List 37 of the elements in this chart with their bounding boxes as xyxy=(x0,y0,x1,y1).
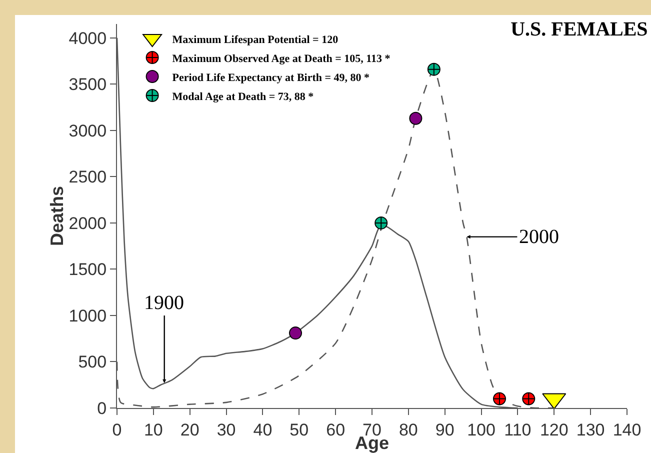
legend-label: Period Life Expectancy at Birth = 49, 80 * xyxy=(172,72,370,84)
y-tick-label: 2500 xyxy=(68,168,107,187)
point xyxy=(289,326,302,340)
x-tick-label: 130 xyxy=(576,420,605,440)
y-tick-label: 1500 xyxy=(68,260,107,280)
x-tick-label: 120 xyxy=(540,420,568,440)
y-tick-label: 3000 xyxy=(68,121,107,140)
point xyxy=(374,216,388,230)
point xyxy=(427,62,440,76)
legend-label: Maximum Observed Age at Death = 105, 113 * xyxy=(172,52,391,65)
x-tick-label: 90 xyxy=(435,420,454,440)
y-tick-label: 3500 xyxy=(68,75,107,94)
annotation: 1900 xyxy=(144,292,184,314)
x-tick-label: 10 xyxy=(144,420,163,440)
y-tick-label: 0 xyxy=(97,398,107,418)
legend-label: Maximum Lifespan Potential = 120 xyxy=(172,34,339,46)
x-tick-label: 20 xyxy=(180,420,200,440)
x-tick-label: 80 xyxy=(398,420,418,440)
y-tick-label: 500 xyxy=(78,352,107,372)
y-tick-label: 1000 xyxy=(68,306,107,326)
point xyxy=(409,112,422,125)
x-tick-label: 60 xyxy=(326,420,346,440)
point xyxy=(493,392,506,406)
y-tick-label: 2000 xyxy=(68,214,107,233)
x-tick-label: 110 xyxy=(504,420,532,440)
x-tick-label: 50 xyxy=(290,420,309,440)
point xyxy=(522,392,536,406)
y-axis-title: Deaths xyxy=(46,186,67,246)
x-tick-label: 0 xyxy=(112,420,122,440)
chart-title: U.S. FEMALES xyxy=(510,18,648,41)
legend-label: Modal Age at Death = 73, 88 * xyxy=(172,90,314,103)
annotation: 2000 xyxy=(519,226,559,248)
x-tick-label: 140 xyxy=(612,420,642,440)
x-tick-label: 40 xyxy=(253,420,272,440)
x-tick-label: 30 xyxy=(216,420,236,440)
y-tick-label: 4000 xyxy=(68,28,107,48)
x-tick-label: 100 xyxy=(467,420,496,440)
